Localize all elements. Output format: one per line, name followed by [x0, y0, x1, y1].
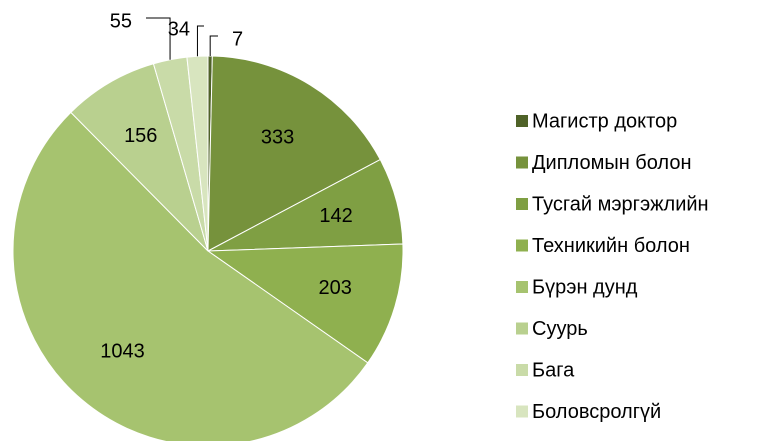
legend-swatch — [516, 364, 528, 376]
legend-label: Суурь — [532, 318, 588, 340]
pie-slice — [206, 243, 404, 364]
legend-swatch — [516, 322, 528, 335]
data-label: 1043 — [100, 341, 145, 363]
leader-line — [209, 35, 218, 57]
legend-label: Бага — [532, 359, 575, 381]
data-label: 156 — [124, 125, 157, 147]
leader-line — [196, 25, 204, 57]
legend-swatch — [516, 115, 528, 127]
data-label: 55 — [110, 10, 132, 32]
legend-label: Боловсролгүй — [532, 401, 661, 423]
data-label: 203 — [318, 277, 351, 299]
legend-label: Бүрэн дунд — [532, 276, 638, 298]
legend-label: Техникийн болон — [532, 235, 690, 257]
data-label: 142 — [319, 205, 352, 227]
legend-label: Магистр доктор — [532, 110, 677, 132]
pie-slice — [207, 55, 381, 252]
data-label: 34 — [168, 18, 190, 40]
pie-slice — [70, 63, 209, 252]
legend-swatch — [516, 239, 528, 252]
legend-swatch — [516, 281, 528, 293]
legend-swatch — [516, 198, 528, 210]
legend-swatch — [516, 156, 528, 169]
pie-slice — [12, 111, 369, 441]
legend-label: Тусгай мэргэжлийн — [532, 193, 709, 215]
data-label: 7 — [232, 28, 243, 50]
leader-line — [146, 17, 171, 60]
legend-swatch — [516, 405, 528, 418]
legend-label: Дипломын болон — [532, 152, 692, 174]
data-label: 333 — [261, 126, 294, 148]
